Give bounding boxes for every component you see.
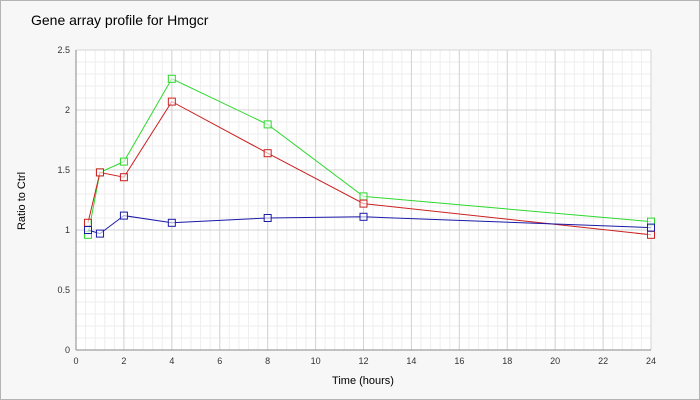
data-point-marker[interactable] <box>167 74 176 83</box>
x-tick-label: 2 <box>121 356 126 366</box>
x-tick-label: 10 <box>311 356 321 366</box>
data-point-marker[interactable] <box>167 218 176 227</box>
x-tick-label: 18 <box>502 356 512 366</box>
data-point-marker[interactable] <box>359 199 368 208</box>
y-tick-label: 2 <box>65 105 70 115</box>
data-point-marker[interactable] <box>263 214 272 222</box>
data-point-marker[interactable] <box>83 226 92 234</box>
data-point-marker[interactable] <box>263 149 272 158</box>
series-2 <box>83 97 655 239</box>
y-tick-label: 0 <box>65 345 70 355</box>
x-axis-label: Time (hours) <box>332 375 394 387</box>
data-point-marker[interactable] <box>359 212 368 221</box>
x-tick-label: 12 <box>358 356 368 366</box>
data-point-marker[interactable] <box>95 229 104 238</box>
data-point-marker[interactable] <box>119 173 128 182</box>
x-tick-label: 6 <box>217 356 222 366</box>
x-tick-label: 0 <box>73 356 78 366</box>
y-tick-label: 1.5 <box>57 165 70 175</box>
x-tick-label: 22 <box>598 356 608 366</box>
x-tick-label: 20 <box>550 356 560 366</box>
data-point-marker[interactable] <box>119 157 128 166</box>
x-tick-label: 24 <box>646 356 656 366</box>
x-tick-label: 8 <box>265 356 270 366</box>
x-tick-label: 14 <box>406 356 416 366</box>
data-point-marker[interactable] <box>119 211 128 220</box>
data-point-marker[interactable] <box>359 192 368 201</box>
y-tick-label: 2.5 <box>57 45 70 55</box>
series-3 <box>83 211 655 238</box>
data-point-marker[interactable] <box>83 218 92 227</box>
data-point-marker[interactable] <box>647 230 655 239</box>
x-tick-label: 16 <box>454 356 464 366</box>
data-point-marker[interactable] <box>167 97 176 106</box>
chart-title: Gene array profile for Hmgcr <box>31 12 209 28</box>
data-point-marker[interactable] <box>95 168 104 177</box>
y-tick-label: 1 <box>65 225 70 235</box>
axes <box>75 50 651 351</box>
x-tick-label: 4 <box>169 356 174 366</box>
series-layer <box>83 74 655 239</box>
data-point-marker[interactable] <box>647 223 655 232</box>
data-point-marker[interactable] <box>263 120 272 129</box>
y-tick-label: 0.5 <box>57 285 70 295</box>
